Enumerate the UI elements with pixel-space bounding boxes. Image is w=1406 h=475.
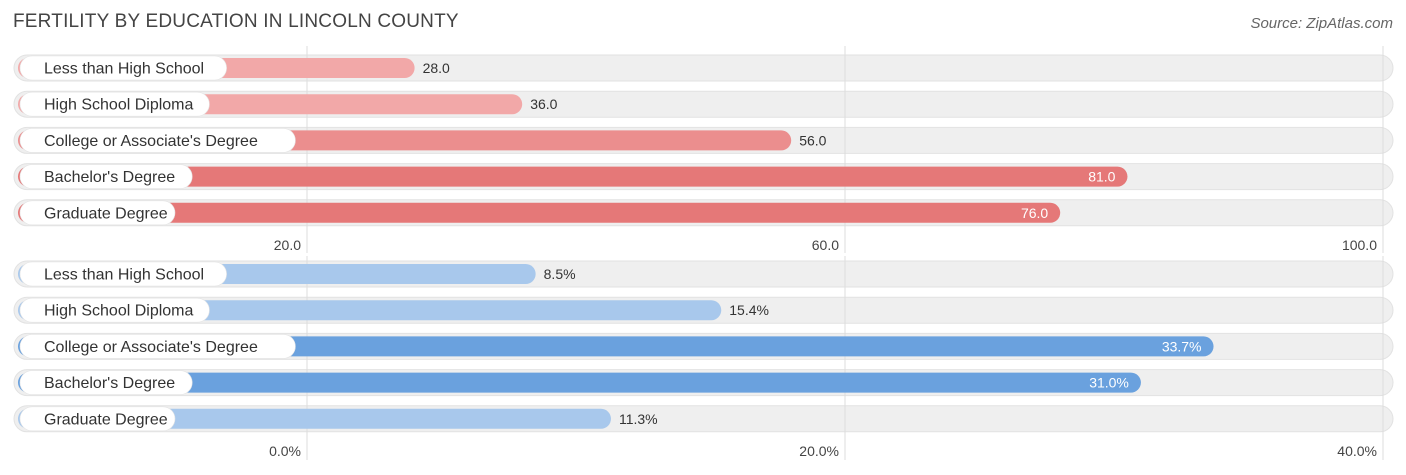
category-label: Less than High School <box>44 61 204 78</box>
category-pill <box>19 164 193 189</box>
category-label: Bachelor's Degree <box>44 169 175 186</box>
value-label: 81.0 <box>1088 169 1115 185</box>
category-label: Graduate Degree <box>44 205 168 222</box>
tick-label: 20.0 <box>274 237 301 253</box>
category-pill <box>19 128 296 153</box>
category-pill <box>19 297 210 323</box>
value-label: 8.5% <box>544 266 576 282</box>
bar[interactable] <box>18 166 1128 187</box>
category-pill <box>19 334 296 359</box>
tick-label: 20.0% <box>799 443 839 459</box>
category-pill <box>19 200 176 226</box>
value-label: 11.3% <box>619 411 658 427</box>
value-label: 31.0% <box>1089 375 1129 391</box>
category-label: Graduate Degree <box>44 411 168 428</box>
category-label: College or Associate's Degree <box>44 133 258 150</box>
value-label: 28.0 <box>423 60 450 76</box>
tick-label: 100.0 <box>1342 237 1377 253</box>
value-label: 33.7% <box>1162 338 1202 354</box>
category-label: Less than High School <box>44 267 204 284</box>
chart-title: FERTILITY BY EDUCATION IN LINCOLN COUNTY <box>13 11 459 32</box>
category-label: Bachelor's Degree <box>44 375 175 392</box>
value-label: 76.0 <box>1021 205 1048 221</box>
category-pill <box>19 370 193 395</box>
tick-label: 40.0% <box>1337 443 1377 459</box>
tick-label: 60.0 <box>812 237 839 253</box>
category-pill <box>19 91 210 117</box>
bar[interactable] <box>18 202 1061 223</box>
category-label: High School Diploma <box>44 303 194 320</box>
tick-label: 0.0% <box>269 443 301 459</box>
category-pill <box>19 261 227 287</box>
source-label: Source: ZipAtlas.com <box>1250 15 1393 32</box>
category-pill <box>19 55 227 81</box>
category-pill <box>19 406 176 432</box>
bar[interactable] <box>18 336 1214 357</box>
value-label: 15.4% <box>729 302 769 318</box>
value-label: 56.0 <box>799 132 826 148</box>
bar[interactable] <box>18 372 1141 393</box>
value-label: 36.0 <box>530 96 557 112</box>
category-label: High School Diploma <box>44 97 194 114</box>
category-label: College or Associate's Degree <box>44 339 258 356</box>
